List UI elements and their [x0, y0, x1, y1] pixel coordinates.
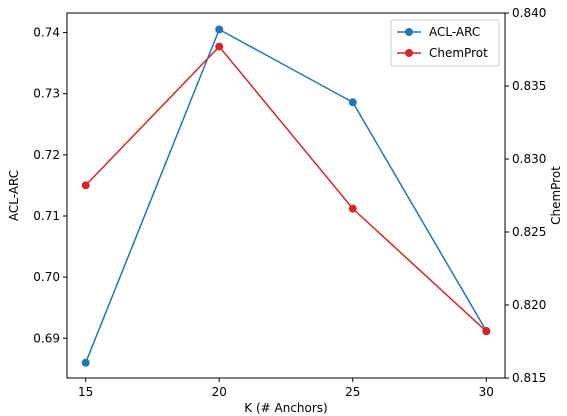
- left-y-tick-label: 0.69: [33, 331, 60, 345]
- right-y-tick-label: 0.825: [512, 225, 546, 239]
- legend-label-chemprot: ChemProt: [429, 46, 488, 60]
- series-line-chemprot: [85, 45, 487, 332]
- legend: ACL-ARC ChemProt: [390, 19, 500, 67]
- right-y-tick-label: 0.820: [512, 298, 546, 312]
- right-y-axis: 0.815 0.820 0.825 0.830 0.835 0.840: [505, 6, 546, 385]
- data-point-chemprot: [348, 204, 357, 213]
- plot-frame: [66, 12, 506, 379]
- x-tick-label: 25: [345, 385, 360, 399]
- x-tick-label: 20: [212, 385, 227, 399]
- series-lines-layer: [81, 25, 491, 367]
- right-y-axis-label: ChemProt: [549, 166, 563, 225]
- left-y-tick-label: 0.74: [33, 26, 60, 40]
- x-tick-label: 30: [479, 385, 494, 399]
- left-y-tick-label: 0.70: [33, 270, 60, 284]
- data-point-acl-arc: [81, 358, 90, 367]
- data-point-chemprot: [215, 42, 224, 51]
- series-line-acl-arc: [84, 28, 487, 363]
- data-point-acl-arc: [215, 25, 224, 34]
- right-y-tick-label: 0.840: [512, 6, 546, 20]
- data-point-chemprot: [482, 327, 491, 336]
- left-y-tick-label: 0.72: [33, 148, 60, 162]
- left-y-axis: 0.69 0.70 0.71 0.72 0.73 0.74: [33, 26, 67, 345]
- right-y-tick-label: 0.835: [512, 79, 546, 93]
- left-y-tick-label: 0.71: [33, 209, 60, 223]
- legend-label-acl-arc: ACL-ARC: [429, 25, 480, 39]
- left-y-tick-label: 0.73: [33, 87, 60, 101]
- right-y-tick-label: 0.815: [512, 371, 546, 385]
- x-tick-label: 15: [78, 385, 93, 399]
- legend-marker-chemprot: [405, 49, 413, 57]
- x-axis-label: K (# Anchors): [244, 401, 327, 415]
- left-y-axis-label: ACL-ARC: [7, 170, 21, 221]
- x-axis: 15 20 25 30: [78, 378, 494, 399]
- legend-marker-acl-arc: [405, 28, 413, 36]
- data-point-acl-arc: [348, 98, 357, 107]
- data-point-chemprot: [81, 181, 90, 190]
- right-y-tick-label: 0.830: [512, 152, 546, 166]
